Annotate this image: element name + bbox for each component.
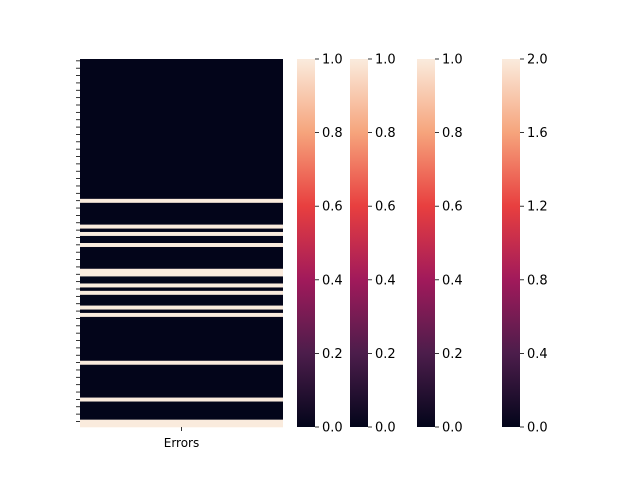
- colorbar: 0.0 0.2 0.4 0.6 0.8 1.0: [350, 53, 396, 436]
- colorbar-tick-label: 0.0: [442, 421, 463, 436]
- colorbar-tick-label: 0.6: [322, 200, 343, 215]
- colorbar-tick-label: 0.2: [442, 347, 463, 362]
- colorbar-gradient: [417, 59, 435, 427]
- row-ticks: [76, 60, 80, 422]
- colorbar-tick-label: 0.0: [375, 421, 396, 436]
- colorbar-tick-label: 0.8: [375, 126, 396, 141]
- heatmap-cell-flagged: [80, 283, 283, 288]
- colorbar-tick-label: 1.0: [322, 53, 343, 68]
- colorbar: 0.0 0.2 0.4 0.6 0.8 1.0: [417, 53, 463, 436]
- colorbar-gradient: [350, 59, 368, 427]
- heatmap-cell-flagged: [80, 397, 283, 402]
- colorbar-gradient: [502, 59, 520, 427]
- colorbar: 0.0 0.2 0.4 0.6 0.8 1.0: [297, 53, 343, 436]
- colorbar-tick-label: 0.8: [322, 126, 343, 141]
- heatmap-cell-flagged: [80, 231, 283, 236]
- heatmap-cell-flagged: [80, 419, 283, 424]
- x-tick-label: Errors: [164, 436, 200, 450]
- heatmap-cell-flagged: [80, 243, 283, 247]
- colorbar-tick-label: 1.2: [527, 200, 548, 215]
- colorbar-tick-label: 1.0: [375, 53, 396, 68]
- colorbar-tick-label: 0.2: [375, 347, 396, 362]
- heatmap-cell-flagged: [80, 305, 283, 310]
- heatmap: [80, 59, 283, 428]
- colorbar-tick-label: 0.6: [442, 200, 463, 215]
- colorbar-tick-label: 1.6: [527, 126, 548, 141]
- colorbar-tick-label: 0.0: [322, 421, 343, 436]
- colorbar-tick-label: 0.4: [375, 273, 396, 288]
- heatmap-cell-flagged: [80, 198, 283, 203]
- heatmap-cell-flagged: [80, 360, 283, 365]
- heatmap-cell-flagged: [80, 224, 283, 229]
- colorbar-tick-label: 0.6: [375, 200, 396, 215]
- heatmap-cell-flagged: [80, 268, 283, 273]
- colorbar-tick-label: 0.4: [322, 273, 343, 288]
- colorbar-tick-label: 2.0: [527, 53, 548, 68]
- colorbar: 0.0 0.4 0.8 1.2 1.6 2.0: [502, 53, 548, 436]
- colorbar-tick-label: 0.2: [322, 347, 343, 362]
- heatmap-cell-flagged: [80, 272, 283, 277]
- colorbar-tick-label: 0.8: [527, 273, 548, 288]
- colorbar-tick-label: 0.8: [442, 126, 463, 141]
- colorbar-tick-label: 0.4: [527, 347, 548, 362]
- colorbar-tick-label: 0.0: [527, 421, 548, 436]
- colorbar-gradient: [297, 59, 315, 427]
- heatmap-cell-flagged: [80, 312, 283, 317]
- x-axis: Errors: [164, 427, 200, 450]
- heatmap-cell-flagged: [80, 423, 283, 428]
- colorbars: 0.00.20.40.60.81.00.00.20.40.60.81.00.00…: [297, 53, 548, 436]
- heatmap-cell-flagged: [80, 290, 283, 295]
- colorbar-tick-label: 1.0: [442, 53, 463, 68]
- colorbar-tick-label: 0.4: [442, 273, 463, 288]
